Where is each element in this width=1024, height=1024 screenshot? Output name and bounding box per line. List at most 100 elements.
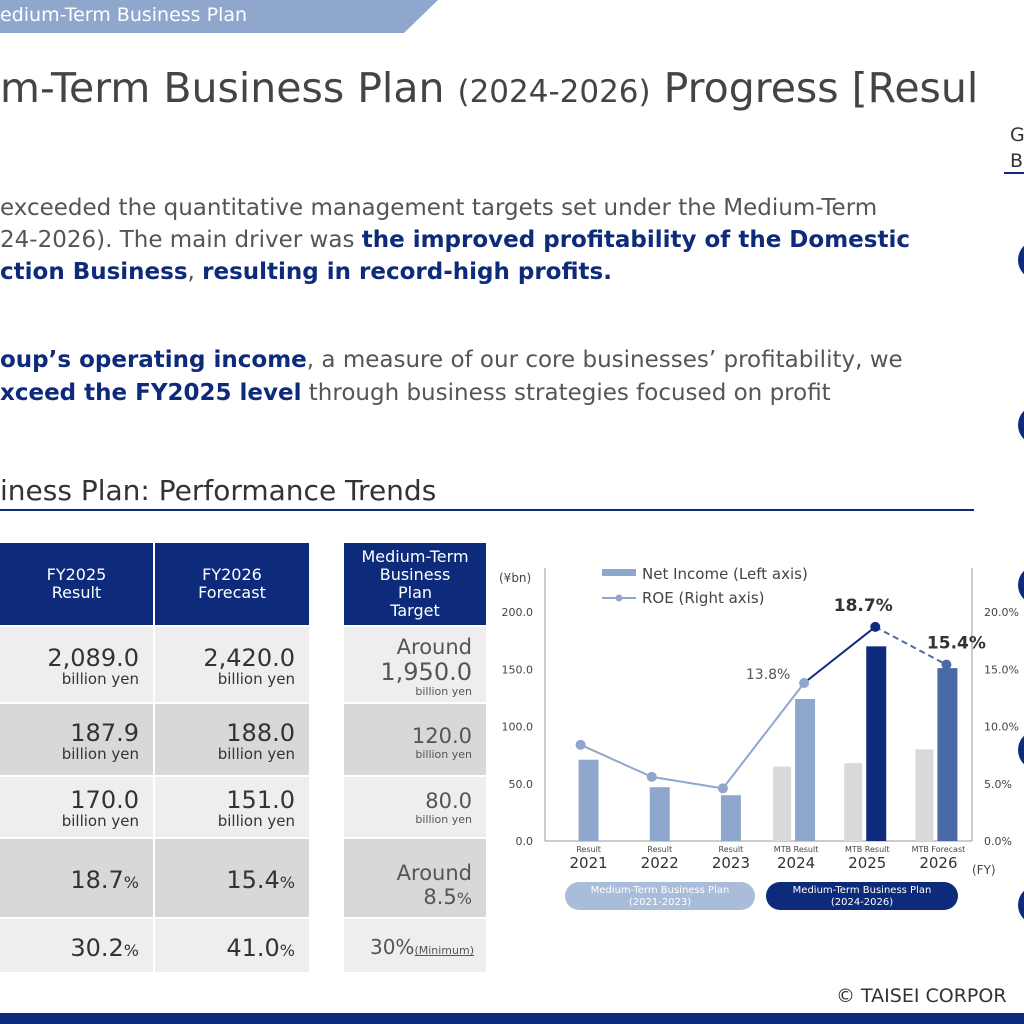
side-heading-line2: B <box>1010 150 1024 172</box>
right-tick-label: 15.0% <box>984 663 1019 676</box>
net-income-roe-chart: 0.0 50.0 100.0 150.0 200.0 0.0% 5.0% 10.0% 15.0%… <box>499 565 1019 910</box>
highlight-text: resulting in record-high profits. <box>202 259 612 285</box>
roe-data-label: 13.8% <box>746 667 790 683</box>
roe-line-segment <box>803 626 876 684</box>
roe-data-label: 18.7% <box>834 596 893 616</box>
net-income-bar <box>720 795 741 841</box>
cell-fy25-row2: 187.9 billion yen <box>0 704 153 775</box>
text: 24-2026). The main driver was <box>0 227 362 253</box>
header-text: Plan <box>397 583 433 602</box>
cell-unit: billion yen <box>415 813 472 826</box>
roe-line-segment <box>722 682 805 789</box>
cell-unit: billion yen <box>415 685 472 698</box>
cell-fy25-row4: 18.7% <box>0 839 153 917</box>
cell-pct: % <box>279 873 295 892</box>
copyright: © TAISEI CORPOR <box>836 985 1007 1007</box>
grey-bar <box>844 763 863 841</box>
roe-point <box>870 621 881 632</box>
roe-point <box>646 771 657 782</box>
right-tick-label: 10.0% <box>984 721 1019 734</box>
period-pill <box>565 882 755 910</box>
left-tick-label: 150.0 <box>502 663 534 676</box>
category-sublabel: Result <box>576 845 601 854</box>
cell-unit: billion yen <box>217 670 295 688</box>
roe-line-segment <box>580 743 653 778</box>
header-fy2026: FY2026 Forecast <box>155 543 309 625</box>
cell-value: 41.0 <box>226 934 280 962</box>
cell-target-row3: 80.0 billion yen <box>344 777 486 837</box>
highlight-text: ction Business <box>0 259 188 285</box>
period-years: (2021-2023) <box>629 897 691 908</box>
header-text: Business <box>379 565 451 584</box>
cell-fy26-row2: 188.0 billion yen <box>155 704 309 775</box>
section-banner: edium-Term Business Plan <box>0 0 440 33</box>
header-text: Medium-Term <box>361 547 469 566</box>
period-label: Medium-Term Business Plan <box>591 885 730 896</box>
cell-value: 15.4 <box>226 866 280 894</box>
left-tick-label: 0.0 <box>516 835 534 848</box>
banner-shape <box>0 0 438 33</box>
category-sublabel: MTB Result <box>845 845 890 854</box>
period-pill <box>766 882 958 910</box>
cell-fy26-row1: 2,420.0 billion yen <box>155 627 309 702</box>
text: , <box>187 259 203 285</box>
cell-prefix: Around <box>396 861 472 885</box>
grey-bar <box>773 766 792 841</box>
cell-fy25-row1: 2,089.0 billion yen <box>0 627 153 702</box>
cell-value: 120.0 <box>411 724 472 748</box>
category-label: 2023 <box>712 854 750 872</box>
net-income-bar <box>866 646 887 841</box>
cell-value: 2,089.0 <box>47 644 139 672</box>
net-income-bar <box>795 699 816 841</box>
period-label: Medium-Term Business Plan <box>793 885 932 896</box>
category-sublabel: MTB Forecast <box>912 845 966 854</box>
cell-unit: billion yen <box>61 745 139 763</box>
roe-line-segment <box>651 775 724 790</box>
highlight-text: oup’s operating income <box>0 347 307 373</box>
cell-value: 187.9 <box>70 719 139 747</box>
legend-swatch-marker <box>615 594 623 602</box>
text: , a measure of our core businesses’ prof… <box>306 347 903 373</box>
roe-line-segment <box>874 626 947 666</box>
cell-value: 30.2 <box>70 934 124 962</box>
paragraph2-line2: xceed the FY2025 level through business … <box>0 377 831 409</box>
x-unit-label: (FY) <box>972 863 996 877</box>
cell-target-row5: 30%(Minimum) <box>344 919 486 972</box>
category-sublabel: Result <box>647 845 672 854</box>
roe-point <box>941 659 952 670</box>
category-label: 2025 <box>848 854 886 872</box>
roe-data-label: 15.4% <box>927 634 986 654</box>
page-title: m-Term Business Plan (2024-2026) Progres… <box>0 64 978 112</box>
title-end: Progress [Resul <box>650 64 979 112</box>
net-income-bar <box>649 787 670 841</box>
header-cell-cropped <box>0 543 153 625</box>
category-sublabel: MTB Result <box>774 845 819 854</box>
header-fy2025: FY2025 Result <box>0 543 153 625</box>
legend-label: Net Income (Left axis) <box>642 565 808 583</box>
right-tick-label: 20.0% <box>984 606 1019 619</box>
cell-prefix: Around <box>396 635 472 659</box>
paragraph1-line3: ction Business, resulting in record-high… <box>0 256 612 288</box>
header-text: Forecast <box>198 583 266 602</box>
banner-text: edium-Term Business Plan <box>0 4 248 26</box>
cell-value: 1,950.0 <box>380 658 472 686</box>
cell-unit: billion yen <box>415 748 472 761</box>
category-label: 2021 <box>569 854 607 872</box>
text: through business strategies focused on p… <box>301 380 831 406</box>
cell-fy25-row3: 170.0 billion yen <box>0 777 153 837</box>
cell-value: 151.0 <box>226 786 295 814</box>
side-underline <box>1004 172 1024 174</box>
y-unit-label: (¥bn) <box>499 571 531 585</box>
title-years: (2024-2026) <box>457 74 651 110</box>
category-label: 2024 <box>777 854 815 872</box>
header-text: FY2026 <box>202 565 262 584</box>
cell-target-row1: Around 1,950.0 billion yen <box>344 627 486 702</box>
side-circle-icon <box>1018 565 1024 605</box>
left-tick-label: 100.0 <box>502 721 534 734</box>
cell-unit: billion yen <box>217 812 295 830</box>
side-heading: G B <box>1010 122 1024 174</box>
cell-value: 18.7 <box>70 866 124 894</box>
cell-unit: billion yen <box>61 670 139 688</box>
cell-unit: billion yen <box>217 745 295 763</box>
left-tick-label: 50.0 <box>509 778 534 791</box>
